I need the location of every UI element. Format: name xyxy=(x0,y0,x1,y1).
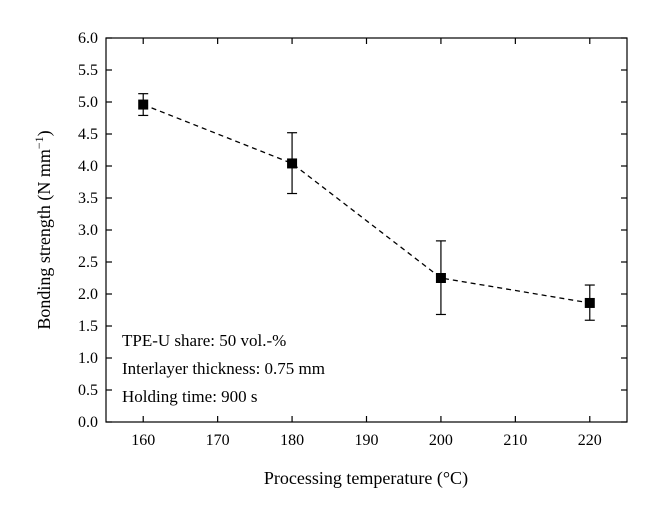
x-tick-label: 190 xyxy=(355,432,379,449)
annotation-thickness: Interlayer thickness: 0.75 mm xyxy=(122,359,325,378)
y-tick-label: 2.0 xyxy=(78,286,98,303)
y-tick-label: 3.5 xyxy=(78,190,98,207)
x-tick-label: 220 xyxy=(578,432,602,449)
x-tick-label: 210 xyxy=(503,432,527,449)
x-axis-title: Processing temperature (°C) xyxy=(264,468,468,489)
data-point xyxy=(584,297,595,308)
y-axis-title-close: ) xyxy=(34,130,55,136)
y-tick-label: 5.5 xyxy=(78,62,98,79)
y-tick-label: 0.5 xyxy=(78,382,98,399)
data-point xyxy=(287,158,298,169)
x-tick-label: 170 xyxy=(206,432,230,449)
data-series xyxy=(138,93,595,321)
y-tick-label: 6.0 xyxy=(78,30,98,47)
y-tick-label: 0.0 xyxy=(78,414,98,431)
y-tick-label: 2.5 xyxy=(78,254,98,271)
y-tick-label: 5.0 xyxy=(78,94,98,111)
y-axis-title-main: Bonding strength (N mm xyxy=(34,149,55,330)
y-tick-label: 4.0 xyxy=(78,158,98,175)
y-tick-label: 4.5 xyxy=(78,126,98,143)
y-axis-title: Bonding strength (N mm−1) xyxy=(32,130,55,329)
y-tick-label: 1.5 xyxy=(78,318,98,335)
data-point xyxy=(138,99,149,110)
y-tick-label: 3.0 xyxy=(78,222,98,239)
x-tick-label: 160 xyxy=(131,432,155,449)
x-axis: 160 170 180 190 200 210 220 xyxy=(131,38,602,449)
y-axis: 0.0 0.5 1.0 1.5 2.0 2.5 3.0 3.5 4.0 4.5 5.0 5.5 6.0 xyxy=(78,30,627,431)
data-point xyxy=(435,273,446,283)
x-tick-label: 200 xyxy=(429,432,453,449)
annotation-holding-time: Holding time: 900 s xyxy=(122,387,258,406)
y-tick-label: 1.0 xyxy=(78,350,98,367)
series-line xyxy=(142,103,590,304)
annotation-share: TPE-U share: 50 vol.-% xyxy=(122,331,286,350)
x-tick-label: 180 xyxy=(280,432,304,449)
y-axis-title-exponent: −1 xyxy=(32,136,46,149)
